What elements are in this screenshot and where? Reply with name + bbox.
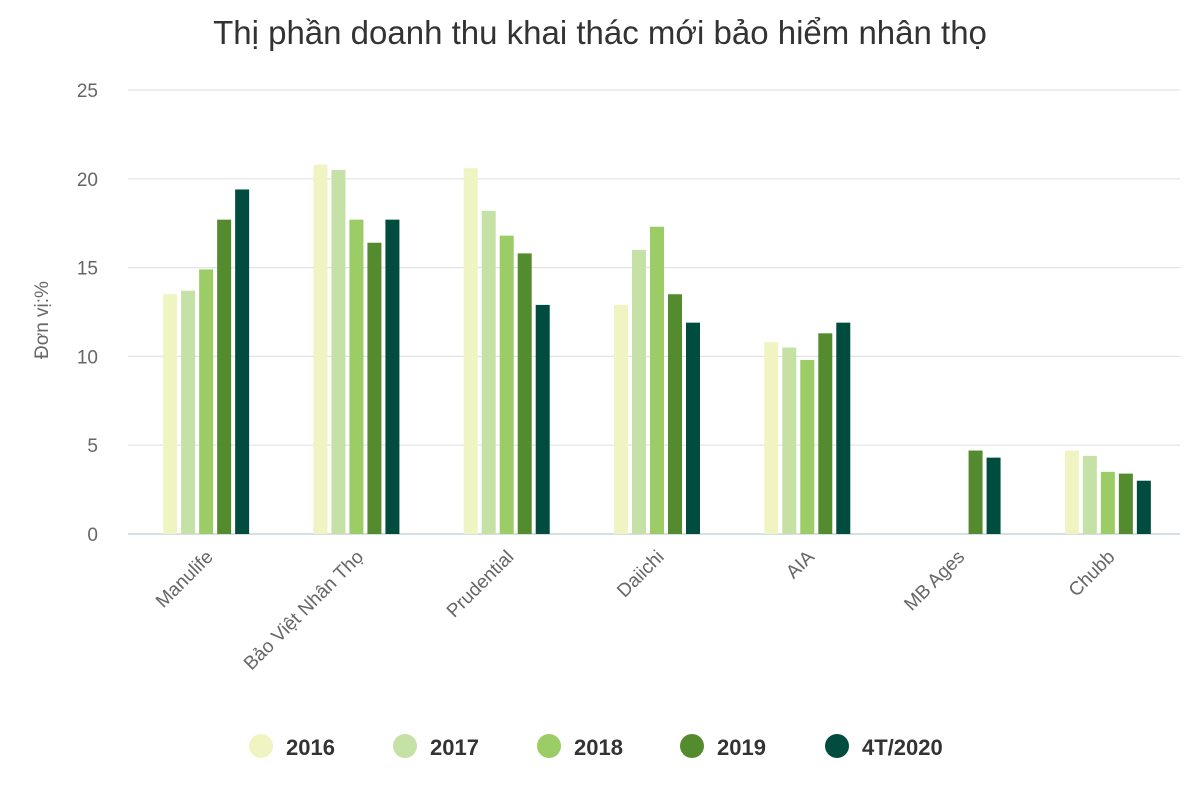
bar [1064,450,1079,534]
legend-marker[interactable] [680,734,704,758]
bar [1118,473,1133,534]
x-tick-label: Chubb [1065,547,1119,601]
y-tick-label: 10 [77,347,98,368]
x-tick-label: Prudential [443,547,518,622]
bar [331,169,346,535]
x-tick-label: AIA [782,546,819,583]
y-tick-label: 20 [77,170,98,191]
bar [349,219,364,534]
legend-label[interactable]: 4T/2020 [862,735,943,760]
x-tick-label: Daiichi [613,547,668,602]
bar [836,322,851,534]
bar [481,210,496,534]
bar [463,168,478,535]
y-tick-label: 15 [77,259,98,280]
x-tick-label: Manulife [152,547,218,613]
x-tick-label: Bảo Việt Nhân Thọ [240,547,368,675]
bar [181,290,196,534]
bar [517,253,532,534]
bar [199,269,214,534]
bar [782,347,797,534]
legend-label[interactable]: 2016 [286,735,335,760]
chart-title: Thị phần doanh thu khai thác mới bảo hiể… [213,14,987,51]
bar [1082,455,1097,534]
legend-label[interactable]: 2017 [430,735,479,760]
x-tick-label: MB Ages [900,547,969,616]
bar [668,294,682,534]
legend-marker[interactable] [825,734,849,758]
y-tick-label: 25 [77,81,98,102]
legend-marker[interactable] [393,734,417,758]
y-axis-label: Đơn vị:% [32,281,53,359]
bar [650,226,664,534]
legend-marker[interactable] [537,734,561,758]
bar [1100,471,1115,534]
bar [367,242,382,534]
y-tick-label: 0 [87,525,98,546]
y-tick-label: 5 [87,436,98,457]
bar [217,219,232,534]
bar [764,342,779,534]
bar [499,235,514,534]
bar [385,219,400,534]
bar [968,450,983,534]
legend-label[interactable]: 2018 [574,735,623,760]
legend-marker[interactable] [249,734,273,758]
bar [1136,480,1151,534]
bar [313,164,328,535]
bar [986,457,1001,534]
bar [800,359,815,534]
bar [818,333,833,534]
bar [235,189,250,534]
bar [686,322,700,534]
bar [632,249,646,534]
bar [614,304,628,534]
bar [535,304,550,534]
legend-label[interactable]: 2019 [717,735,766,760]
bar [163,294,178,534]
